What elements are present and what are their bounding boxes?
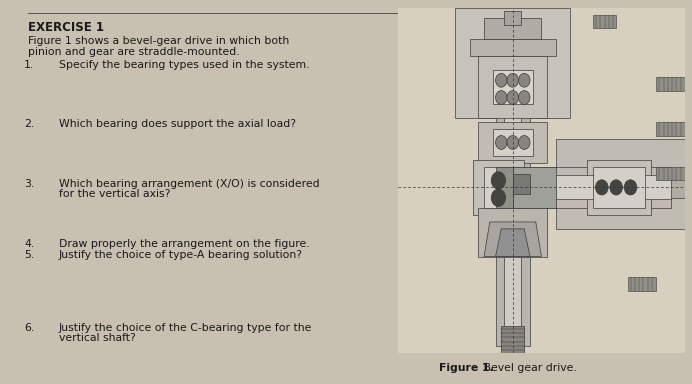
Circle shape (491, 189, 506, 207)
Bar (478, 208, 547, 257)
Bar (588, 160, 650, 215)
Bar (513, 175, 671, 200)
Text: 2.: 2. (24, 119, 35, 129)
Text: Draw properly the arrangement on the figure.: Draw properly the arrangement on the fig… (59, 239, 309, 249)
Bar (657, 122, 685, 136)
Bar (513, 167, 671, 208)
Text: Bevel gear drive.: Bevel gear drive. (480, 363, 576, 373)
Bar (473, 160, 525, 215)
Bar (470, 39, 556, 56)
Circle shape (507, 73, 518, 87)
Bar (501, 326, 525, 353)
Polygon shape (495, 229, 530, 257)
Circle shape (495, 73, 507, 87)
Text: pinion and gear are straddle-mounted.: pinion and gear are straddle-mounted. (28, 47, 239, 57)
Text: vertical shaft?: vertical shaft? (59, 333, 136, 343)
Text: Which bearing arrangement (X/O) is considered: Which bearing arrangement (X/O) is consi… (59, 179, 320, 189)
Bar (657, 167, 685, 180)
Text: for the vertical axis?: for the vertical axis? (59, 189, 170, 199)
Bar (484, 167, 513, 208)
Text: Justify the choice of the C-bearing type for the: Justify the choice of the C-bearing type… (59, 323, 312, 333)
Bar (478, 56, 547, 118)
Circle shape (507, 136, 518, 149)
Bar (504, 11, 521, 25)
Polygon shape (513, 167, 556, 208)
Text: Justify the choice of type-A bearing solution?: Justify the choice of type-A bearing sol… (59, 250, 303, 260)
Bar (593, 167, 645, 208)
Bar (650, 177, 685, 198)
Circle shape (518, 73, 530, 87)
Polygon shape (455, 8, 570, 118)
Polygon shape (495, 167, 530, 208)
Bar (493, 129, 533, 156)
Circle shape (495, 136, 507, 149)
Circle shape (610, 180, 623, 195)
Bar (493, 70, 533, 104)
Text: Figure 1.: Figure 1. (439, 363, 494, 373)
Bar (484, 18, 541, 39)
Circle shape (518, 91, 530, 104)
Polygon shape (484, 222, 541, 257)
Text: 1.: 1. (24, 60, 35, 70)
Text: Specify the bearing types used in the system.: Specify the bearing types used in the sy… (59, 60, 309, 70)
Polygon shape (513, 174, 530, 194)
Circle shape (495, 91, 507, 104)
Circle shape (596, 180, 608, 195)
Bar (628, 277, 656, 291)
Text: Which bearing does support the axial load?: Which bearing does support the axial loa… (59, 119, 295, 129)
Circle shape (507, 91, 518, 104)
Text: 4.: 4. (24, 239, 35, 249)
Text: 6.: 6. (24, 323, 35, 333)
Text: 3.: 3. (24, 179, 35, 189)
Bar (478, 122, 547, 163)
Bar (593, 15, 616, 28)
Bar (657, 77, 685, 91)
Text: 5.: 5. (24, 250, 35, 260)
Polygon shape (556, 139, 685, 229)
Bar (504, 35, 521, 346)
Text: EXERCISE 1: EXERCISE 1 (28, 21, 104, 34)
Circle shape (624, 180, 637, 195)
Text: Figure 1 shows a bevel-gear drive in which both: Figure 1 shows a bevel-gear drive in whi… (28, 36, 289, 46)
Bar (495, 35, 530, 346)
Circle shape (518, 136, 530, 149)
Circle shape (491, 172, 506, 189)
